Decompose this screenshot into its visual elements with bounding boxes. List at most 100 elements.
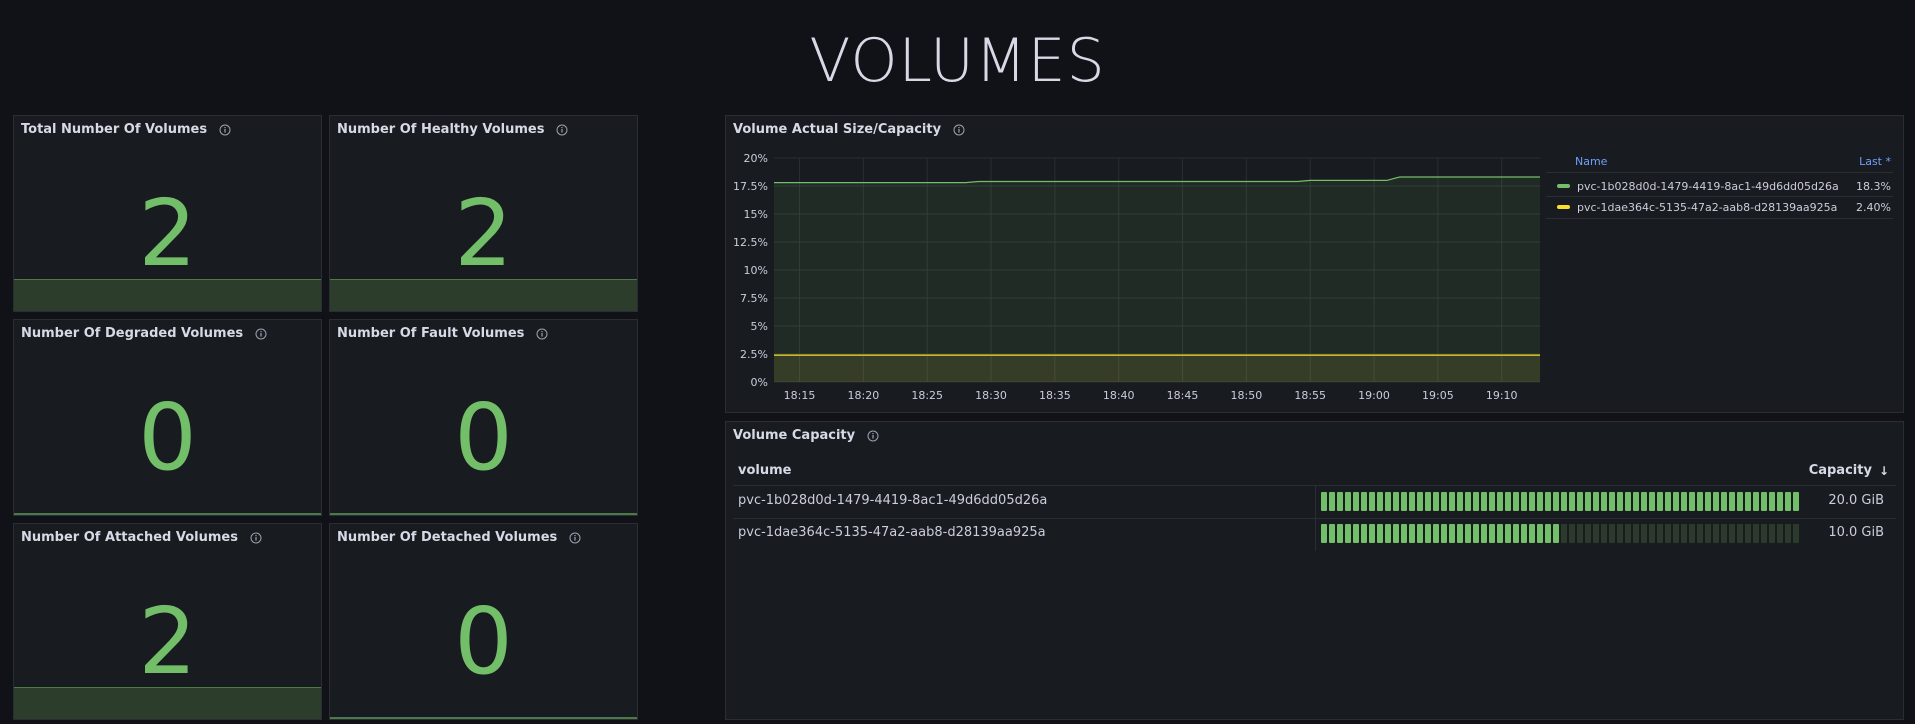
sparkline [330,717,637,719]
column-header-volume[interactable]: volume [738,463,792,478]
stat-value: 0 [454,588,513,695]
gauge-cell [1713,492,1719,511]
x-tick-label: 19:10 [1486,389,1518,402]
gauge-cell [1449,492,1455,511]
capacity-cell: 20.0 GiB [1828,493,1884,508]
stat-panel-attached[interactable]: Number Of Attached Volumes 2 [13,523,322,720]
capacity-cell: 10.0 GiB [1828,525,1884,540]
gauge-cell [1737,492,1743,511]
gauge-cell [1785,524,1791,543]
cell-divider [1315,486,1316,518]
panel-title: Number Of Healthy Volumes [337,122,545,137]
gauge-cell [1609,492,1615,511]
gauge-cell [1425,524,1431,543]
y-tick-label: 17.5% [733,180,768,193]
gauge-cell [1433,524,1439,543]
gauge-cell [1401,492,1407,511]
legend-item-last: 18.3% [1856,179,1891,193]
gauge-cell [1441,492,1447,511]
gauge-cell [1793,524,1799,543]
gauge-cell [1761,492,1767,511]
gauge-cell [1713,524,1719,543]
stat-value: 0 [138,384,197,491]
gauge-cell [1793,492,1799,511]
capacity-gauge [1321,492,1799,511]
gauge-cell [1353,492,1359,511]
stat-panel-degraded[interactable]: Number Of Degraded Volumes 0 [13,319,322,516]
column-header-capacity[interactable]: Capacity ↓ [1809,463,1889,478]
gauge-cell [1521,524,1527,543]
legend-name-header[interactable]: Name [1575,155,1608,168]
legend-divider [1546,218,1893,219]
gauge-cell [1497,524,1503,543]
legend-item-last: 2.40% [1856,200,1891,214]
info-icon[interactable] [953,124,965,136]
timeseries-panel[interactable]: Volume Actual Size/Capacity 0% 2.5% 5% 7.5%… [725,115,1904,413]
gauge-cell [1705,524,1711,543]
gauge-cell [1681,492,1687,511]
gauge-cell [1489,492,1495,511]
panel-title: Volume Capacity [733,428,856,443]
legend-item-name: pvc-1dae364c-5135-47a2-aab8-d28139aa925a [1577,200,1838,214]
gauge-cell [1345,524,1351,543]
gauge-cell [1609,524,1615,543]
y-tick-label: 10% [744,264,768,277]
gauge-cell [1393,524,1399,543]
panel-title: Volume Actual Size/Capacity [733,122,942,137]
gauge-cell [1617,524,1623,543]
timeseries-chart[interactable]: 0% 2.5% 5% 7.5% 10% 12.5% 15% 17.5% 20% 18:15 18:2… [726,146,1546,412]
info-icon[interactable] [219,124,231,136]
table-divider [733,518,1896,519]
gauge-cell [1321,492,1327,511]
stat-panel-detached[interactable]: Number Of Detached Volumes 0 [329,523,638,720]
stat-panel-fault[interactable]: Number Of Fault Volumes 0 [329,319,638,516]
series-area-1 [774,177,1540,382]
gauge-cell [1521,492,1527,511]
gauge-cell [1577,492,1583,511]
stat-value: 2 [138,180,197,287]
info-icon[interactable] [536,328,548,340]
info-icon[interactable] [556,124,568,136]
gauge-cell [1449,524,1455,543]
info-icon[interactable] [250,532,262,544]
info-icon[interactable] [867,430,879,442]
table-panel[interactable]: Volume Capacity volume Capacity ↓ pvc-1b… [725,421,1904,720]
gauge-cell [1729,524,1735,543]
x-tick-label: 18:50 [1231,389,1263,402]
gauge-cell [1417,492,1423,511]
gauge-cell [1593,524,1599,543]
cell-divider [1315,519,1316,551]
legend-last-header[interactable]: Last * [1859,155,1891,168]
gauge-cell [1561,524,1567,543]
gauge-cell [1457,492,1463,511]
gauge-cell [1537,492,1543,511]
series-line-1 [774,176,1540,184]
sparkline [14,513,321,515]
gauge-cell [1641,524,1647,543]
gauge-cell [1545,524,1551,543]
legend-swatch [1557,205,1570,209]
table-divider [733,485,1896,486]
info-icon[interactable] [569,532,581,544]
gauge-cell [1329,524,1335,543]
panel-title: Total Number Of Volumes [21,122,208,137]
gauge-cell [1529,492,1535,511]
gauge-cell [1569,492,1575,511]
gauge-cell [1585,492,1591,511]
info-icon[interactable] [255,328,267,340]
gauge-cell [1689,492,1695,511]
gauge-cell [1649,492,1655,511]
gauge-cell [1585,524,1591,543]
gauge-cell [1657,524,1663,543]
gauge-cell [1769,492,1775,511]
legend-item[interactable]: pvc-1dae364c-5135-47a2-aab8-d28139aa925a… [1557,197,1891,217]
gauge-cell [1601,492,1607,511]
gauge-cell [1729,492,1735,511]
gauge-cell [1625,524,1631,543]
stat-panel-total[interactable]: Total Number Of Volumes 2 [13,115,322,312]
gauge-cell [1361,524,1367,543]
y-tick-label: 5% [751,320,768,333]
stat-panel-healthy[interactable]: Number Of Healthy Volumes 2 [329,115,638,312]
legend-item[interactable]: pvc-1b028d0d-1479-4419-8ac1-49d6dd05d26a… [1557,176,1891,196]
sparkline [330,513,637,515]
